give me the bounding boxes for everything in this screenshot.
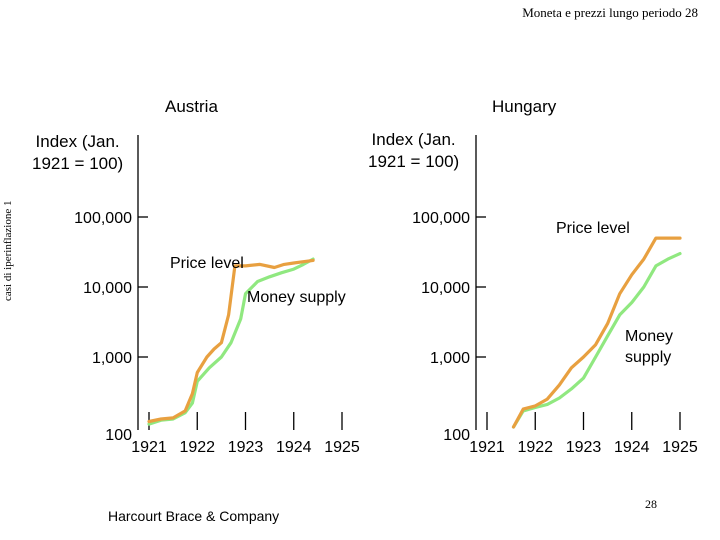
hungary-money-supply-line <box>511 252 682 429</box>
austria-x-tick-label: 1923 <box>228 439 264 456</box>
austria-x-tick-label: 1922 <box>179 439 215 456</box>
footer-publisher: Harcourt Brace & Company <box>108 508 280 524</box>
austria-price-level-line <box>147 258 315 424</box>
austria-x-tick-label: 1925 <box>324 439 360 456</box>
austria-money-supply-annotation: Money supply <box>247 289 346 306</box>
hungary-price-level-line <box>511 236 682 429</box>
austria-y-tick-label: 100,000 <box>74 210 132 227</box>
austria-y-axis-label-line2: 1921 = 100) <box>32 154 124 173</box>
page-number: 28 <box>645 497 657 511</box>
hungary-x-tick-label: 1925 <box>662 439 698 456</box>
austria-y-tick-label: 100 <box>105 427 132 444</box>
austria-x-tick-label: 1921 <box>131 439 167 456</box>
hungary-y-tick-label: 10,000 <box>421 280 470 297</box>
hungary-money-supply-annotation: supply <box>625 349 671 366</box>
hungary-x-tick-label: 1923 <box>566 439 602 456</box>
hungary-y-axis-label-line1: Index (Jan. <box>371 130 456 149</box>
austria-chart-title: Austria <box>165 97 218 116</box>
hungary-y-tick-label: 1,000 <box>430 350 470 367</box>
austria-y-tick-label: 10,000 <box>83 280 132 297</box>
hungary-chart-title: Hungary <box>492 97 557 116</box>
hungary-money-supply-annotation: Money <box>625 328 673 345</box>
austria-y-axis-label-line1: Index (Jan. <box>35 132 120 151</box>
austria-x-tick-label: 1924 <box>276 439 312 456</box>
hungary-x-tick-label: 1924 <box>614 439 650 456</box>
slide-header: Moneta e prezzi lungo periodo 28 <box>522 5 698 20</box>
hungary-x-tick-label: 1922 <box>517 439 553 456</box>
austria-y-axis-label: Index (Jan. 1921 = 100) <box>32 131 123 175</box>
hungary-price-level-annotation: Price level <box>556 220 630 237</box>
hungary-y-tick-label: 100 <box>443 427 470 444</box>
austria-y-tick-label: 1,000 <box>92 350 132 367</box>
hungary-y-axis-label: Index (Jan. 1921 = 100) <box>368 129 459 173</box>
austria-price-level-annotation: Price level <box>170 255 244 272</box>
hungary-y-axis-label-line2: 1921 = 100) <box>368 152 460 171</box>
hungary-y-tick-label: 100,000 <box>412 210 470 227</box>
hungary-x-tick-label: 1921 <box>469 439 505 456</box>
